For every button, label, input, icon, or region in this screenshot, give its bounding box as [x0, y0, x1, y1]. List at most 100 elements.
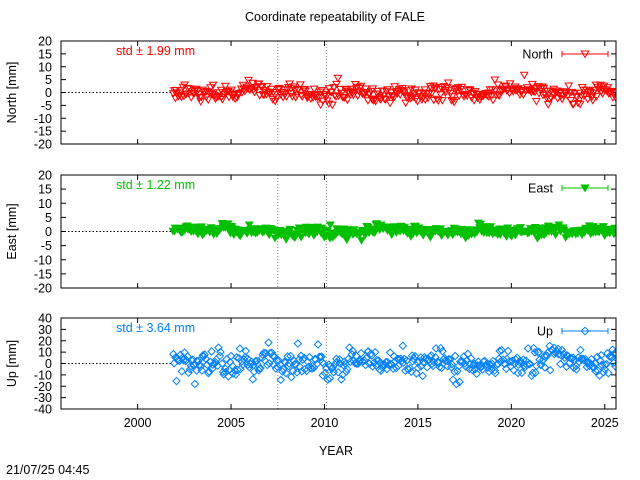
y-tick-label: -5: [41, 99, 52, 113]
data-point: [200, 350, 209, 359]
data-point: [277, 88, 287, 97]
data-point: [274, 356, 284, 365]
data-point: [567, 88, 577, 97]
data-point: [427, 89, 437, 98]
data-point: [231, 370, 241, 379]
data-point: [519, 71, 529, 80]
data-point: [602, 359, 611, 369]
y-tick-label: 15: [38, 183, 52, 197]
data-point: [593, 366, 603, 376]
y-tick-label: -20: [34, 282, 52, 296]
data-point: [431, 84, 441, 93]
data-point: [272, 94, 282, 102]
data-point: [298, 355, 308, 364]
data-point: [531, 368, 540, 377]
data-point: [564, 82, 574, 91]
data-point: [190, 379, 200, 389]
data-point: [413, 363, 423, 373]
y-tick-label: 0: [45, 225, 52, 239]
std-annotation: std ± 3.64 mm: [116, 321, 195, 335]
data-point: [348, 346, 357, 356]
data-point: [545, 365, 555, 375]
data-point: [591, 366, 600, 376]
data-point: [433, 358, 443, 368]
data-point: [361, 88, 371, 97]
data-point: [598, 90, 608, 98]
data-point: [332, 354, 341, 364]
data-point: [522, 360, 532, 370]
data-point: [286, 351, 295, 361]
data-point: [493, 359, 503, 369]
data-point: [452, 379, 461, 389]
data-point: [369, 358, 379, 367]
data-point: [194, 356, 203, 366]
data-point: [441, 89, 450, 97]
data-point: [306, 363, 315, 373]
data-point: [587, 354, 596, 364]
data-point: [239, 355, 249, 364]
data-point: [583, 95, 593, 104]
data-point: [605, 88, 615, 97]
data-point: [360, 231, 370, 240]
data-point: [340, 94, 350, 102]
y-tick-label: 10: [38, 197, 52, 211]
data-point: [361, 360, 370, 370]
data-point: [504, 357, 514, 367]
y-tick-label: -10: [34, 253, 52, 267]
data-point: [169, 349, 178, 359]
data-point: [562, 362, 571, 372]
data-point: [586, 88, 595, 97]
data-point: [336, 89, 346, 98]
data-point: [373, 87, 383, 96]
data-point: [355, 357, 364, 367]
data-point: [413, 97, 423, 106]
data-point: [208, 81, 218, 90]
data-point: [573, 99, 583, 108]
legend-label: East: [528, 182, 554, 196]
data-point: [466, 354, 476, 363]
y-tick-label: 15: [38, 47, 52, 61]
data-point: [305, 352, 314, 362]
data-point: [427, 351, 436, 360]
data-point: [335, 86, 345, 94]
data-point: [293, 86, 303, 94]
data-point: [599, 82, 609, 91]
data-point: [248, 79, 258, 88]
data-point: [251, 356, 260, 366]
data-point: [391, 363, 401, 373]
x-tick-label: 2020: [497, 416, 525, 430]
data-point: [219, 369, 228, 379]
data-point: [595, 356, 605, 365]
data-point: [448, 375, 458, 385]
y-tick-label: 5: [45, 73, 52, 87]
data-point: [603, 84, 613, 92]
data-point: [590, 86, 600, 95]
data-point: [610, 361, 616, 371]
chart-title: Coordinate repeatability of FALE: [245, 10, 425, 24]
data-point: [470, 364, 480, 374]
data-point: [188, 355, 198, 364]
data-point: [268, 96, 278, 104]
data-point: [449, 98, 459, 107]
data-point: [175, 356, 184, 366]
data-point: [493, 81, 503, 90]
legend-label: North: [522, 48, 553, 62]
data-point: [263, 88, 273, 97]
data-point: [235, 344, 245, 353]
plot-frame: [60, 40, 617, 145]
legend-marker: [580, 326, 590, 336]
data-point: [412, 369, 421, 378]
data-point: [450, 351, 460, 361]
data-point: [363, 97, 373, 105]
data-point: [293, 339, 303, 348]
data-point: [551, 231, 561, 240]
data-point: [401, 99, 411, 108]
data-point: [572, 93, 582, 102]
data-point: [583, 357, 593, 367]
data-point: [186, 361, 196, 371]
data-point: [285, 225, 295, 234]
data-point: [576, 345, 585, 355]
data-point: [370, 347, 380, 357]
data-point: [343, 354, 353, 364]
